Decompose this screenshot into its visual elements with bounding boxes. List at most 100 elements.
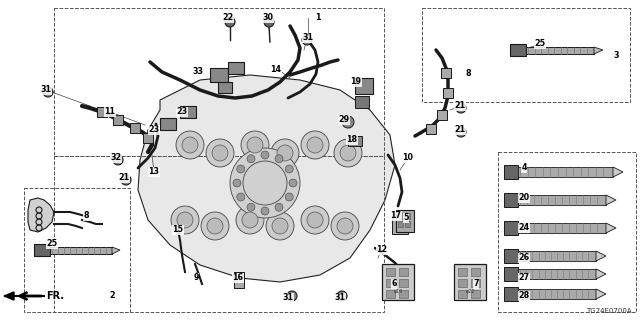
Bar xyxy=(50,247,112,254)
Bar xyxy=(454,264,486,300)
Bar xyxy=(471,290,480,298)
Bar xyxy=(437,110,447,120)
Polygon shape xyxy=(606,195,616,205)
Text: 2: 2 xyxy=(109,291,115,300)
Bar xyxy=(160,118,176,130)
Text: 32: 32 xyxy=(111,154,122,163)
Text: φ19: φ19 xyxy=(394,290,403,294)
Text: TG74E0700A: TG74E0700A xyxy=(586,308,632,314)
Bar xyxy=(518,289,596,299)
Bar xyxy=(504,193,518,207)
Bar xyxy=(386,268,395,276)
Circle shape xyxy=(456,127,466,137)
Text: 31: 31 xyxy=(40,85,51,94)
Circle shape xyxy=(266,212,294,240)
Circle shape xyxy=(342,116,354,128)
Text: 13: 13 xyxy=(148,167,159,177)
Bar xyxy=(526,47,594,54)
Bar xyxy=(234,272,244,288)
Polygon shape xyxy=(4,292,14,300)
Bar xyxy=(348,136,362,146)
Text: 27: 27 xyxy=(518,274,529,283)
Text: 5: 5 xyxy=(403,213,409,222)
Text: 7: 7 xyxy=(473,279,479,289)
Bar xyxy=(518,269,596,279)
Bar xyxy=(399,279,408,287)
Text: 30: 30 xyxy=(262,13,273,22)
Polygon shape xyxy=(613,167,623,177)
Text: 9: 9 xyxy=(193,274,199,283)
Circle shape xyxy=(285,193,293,201)
Text: 1: 1 xyxy=(316,13,321,22)
Bar xyxy=(113,115,123,125)
Text: 29: 29 xyxy=(339,116,349,124)
Text: 14: 14 xyxy=(271,66,282,75)
Circle shape xyxy=(277,145,293,161)
Circle shape xyxy=(272,218,288,234)
Bar xyxy=(386,290,395,298)
Bar xyxy=(504,221,518,235)
Bar xyxy=(218,82,232,93)
Bar xyxy=(471,268,480,276)
Bar xyxy=(355,96,369,108)
Text: 25: 25 xyxy=(534,39,545,49)
Bar xyxy=(54,156,384,312)
Text: 33: 33 xyxy=(193,68,204,76)
Circle shape xyxy=(307,212,323,228)
Text: 10: 10 xyxy=(403,154,413,163)
Circle shape xyxy=(261,207,269,215)
Circle shape xyxy=(242,212,258,228)
Bar xyxy=(392,214,408,234)
Text: 18: 18 xyxy=(346,135,358,145)
Circle shape xyxy=(285,165,293,173)
Circle shape xyxy=(113,155,123,165)
Text: 26: 26 xyxy=(518,253,529,262)
Circle shape xyxy=(177,212,193,228)
Polygon shape xyxy=(28,198,54,232)
Bar xyxy=(441,68,451,78)
Bar xyxy=(398,221,403,227)
Circle shape xyxy=(233,179,241,187)
Bar xyxy=(458,279,467,287)
Circle shape xyxy=(207,218,223,234)
Text: 11: 11 xyxy=(104,108,115,116)
Circle shape xyxy=(171,206,199,234)
Polygon shape xyxy=(112,247,120,254)
Circle shape xyxy=(201,212,229,240)
Polygon shape xyxy=(596,251,606,261)
Text: 15: 15 xyxy=(173,226,184,235)
Circle shape xyxy=(247,137,263,153)
Circle shape xyxy=(337,218,353,234)
Polygon shape xyxy=(596,289,606,299)
Circle shape xyxy=(237,165,244,173)
Bar xyxy=(210,68,228,82)
Circle shape xyxy=(275,155,283,163)
Text: 3: 3 xyxy=(613,51,619,60)
Text: 12: 12 xyxy=(376,245,388,254)
Text: 21: 21 xyxy=(454,101,465,110)
Circle shape xyxy=(331,212,359,240)
Circle shape xyxy=(182,137,198,153)
Text: 31: 31 xyxy=(303,34,314,43)
Text: 21: 21 xyxy=(118,173,129,182)
Bar xyxy=(510,44,526,56)
Circle shape xyxy=(301,131,329,159)
Circle shape xyxy=(236,206,264,234)
Circle shape xyxy=(241,131,269,159)
Circle shape xyxy=(275,203,283,211)
Text: 20: 20 xyxy=(518,194,529,203)
Circle shape xyxy=(212,145,228,161)
Circle shape xyxy=(337,291,347,301)
Text: 28: 28 xyxy=(518,292,530,300)
Text: 4: 4 xyxy=(521,164,527,172)
Circle shape xyxy=(43,87,53,97)
Bar xyxy=(143,133,153,143)
Text: φ22: φ22 xyxy=(465,290,475,294)
Text: 23: 23 xyxy=(148,125,159,134)
Bar xyxy=(24,188,130,312)
Circle shape xyxy=(230,148,300,218)
Bar xyxy=(382,264,414,300)
Bar xyxy=(498,152,636,312)
Bar xyxy=(471,279,480,287)
Bar xyxy=(518,195,606,205)
